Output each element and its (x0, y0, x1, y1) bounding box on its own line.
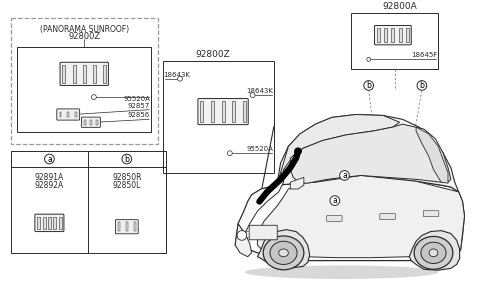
Text: 92850R: 92850R (112, 173, 142, 182)
Polygon shape (235, 175, 465, 260)
Polygon shape (281, 114, 400, 175)
FancyBboxPatch shape (35, 214, 64, 232)
Text: 92800Z: 92800Z (68, 32, 100, 41)
Ellipse shape (270, 241, 297, 265)
Bar (211, 102, 214, 122)
Bar (59, 217, 61, 229)
Circle shape (294, 148, 302, 155)
Text: 18643K: 18643K (246, 88, 273, 94)
Bar (406, 29, 409, 42)
Polygon shape (416, 127, 448, 183)
Bar (11, 18, 158, 143)
Bar (67, 111, 69, 117)
Text: 92800A: 92800A (382, 2, 417, 11)
Bar (163, 61, 274, 173)
Bar (48, 217, 51, 229)
Text: a: a (342, 171, 347, 180)
FancyBboxPatch shape (198, 99, 248, 125)
Bar (83, 65, 86, 83)
FancyBboxPatch shape (249, 225, 277, 240)
Text: 92892A: 92892A (35, 181, 64, 190)
Bar (222, 102, 225, 122)
Circle shape (228, 151, 232, 156)
Bar (232, 102, 235, 122)
Bar (62, 65, 65, 83)
Circle shape (417, 81, 427, 90)
Text: b: b (124, 155, 129, 164)
Text: b: b (366, 81, 371, 90)
Circle shape (340, 171, 349, 180)
Polygon shape (257, 230, 310, 268)
Text: 92850L: 92850L (113, 181, 141, 190)
Bar (377, 29, 380, 42)
Bar (391, 29, 394, 42)
Bar (43, 217, 46, 229)
Bar (103, 65, 106, 83)
Polygon shape (257, 175, 465, 258)
Text: 92857: 92857 (128, 103, 150, 109)
Bar (118, 222, 120, 231)
Bar (60, 111, 61, 117)
Polygon shape (238, 173, 284, 233)
Ellipse shape (421, 242, 446, 263)
FancyBboxPatch shape (380, 214, 395, 219)
Text: 18645F: 18645F (411, 52, 437, 58)
Text: 92800Z: 92800Z (195, 50, 230, 59)
Polygon shape (290, 124, 451, 183)
FancyBboxPatch shape (423, 211, 439, 217)
Circle shape (330, 196, 340, 205)
Text: b: b (420, 81, 424, 90)
Circle shape (92, 95, 96, 100)
Polygon shape (277, 114, 459, 192)
FancyBboxPatch shape (57, 109, 80, 120)
Ellipse shape (245, 265, 438, 279)
Bar (53, 217, 56, 229)
Text: 95520A: 95520A (123, 96, 150, 102)
Bar (243, 102, 246, 122)
Bar (200, 102, 203, 122)
FancyBboxPatch shape (326, 216, 342, 221)
Text: (PANORAMA SUNROOF): (PANORAMA SUNROOF) (40, 24, 129, 33)
Bar (84, 120, 86, 125)
Circle shape (367, 57, 371, 61)
Bar (351, 13, 438, 69)
Polygon shape (409, 230, 460, 270)
FancyBboxPatch shape (115, 220, 138, 234)
Text: a: a (47, 155, 52, 164)
Bar (17, 47, 151, 132)
Text: a: a (333, 196, 337, 205)
Bar (75, 111, 77, 117)
Ellipse shape (279, 249, 288, 257)
Ellipse shape (263, 236, 304, 270)
Polygon shape (290, 178, 304, 189)
Circle shape (364, 81, 373, 90)
Bar (399, 29, 402, 42)
Circle shape (122, 154, 132, 164)
Bar (37, 217, 40, 229)
Text: 92891A: 92891A (35, 173, 64, 182)
Circle shape (250, 93, 255, 97)
Circle shape (237, 230, 247, 240)
Bar (133, 222, 135, 231)
Bar (126, 222, 128, 231)
Circle shape (45, 154, 54, 164)
Bar (11, 151, 166, 253)
Ellipse shape (429, 249, 438, 257)
FancyBboxPatch shape (82, 117, 100, 127)
Text: 92856: 92856 (128, 112, 150, 118)
Bar (384, 29, 387, 42)
Ellipse shape (414, 236, 453, 269)
Polygon shape (235, 224, 252, 257)
Bar (72, 65, 75, 83)
Bar (90, 120, 92, 125)
Bar (96, 120, 98, 125)
Bar (93, 65, 96, 83)
Text: 18643K: 18643K (164, 72, 191, 78)
Circle shape (178, 76, 182, 81)
FancyBboxPatch shape (374, 26, 411, 45)
Text: 95520A: 95520A (246, 146, 273, 152)
FancyBboxPatch shape (60, 62, 108, 86)
